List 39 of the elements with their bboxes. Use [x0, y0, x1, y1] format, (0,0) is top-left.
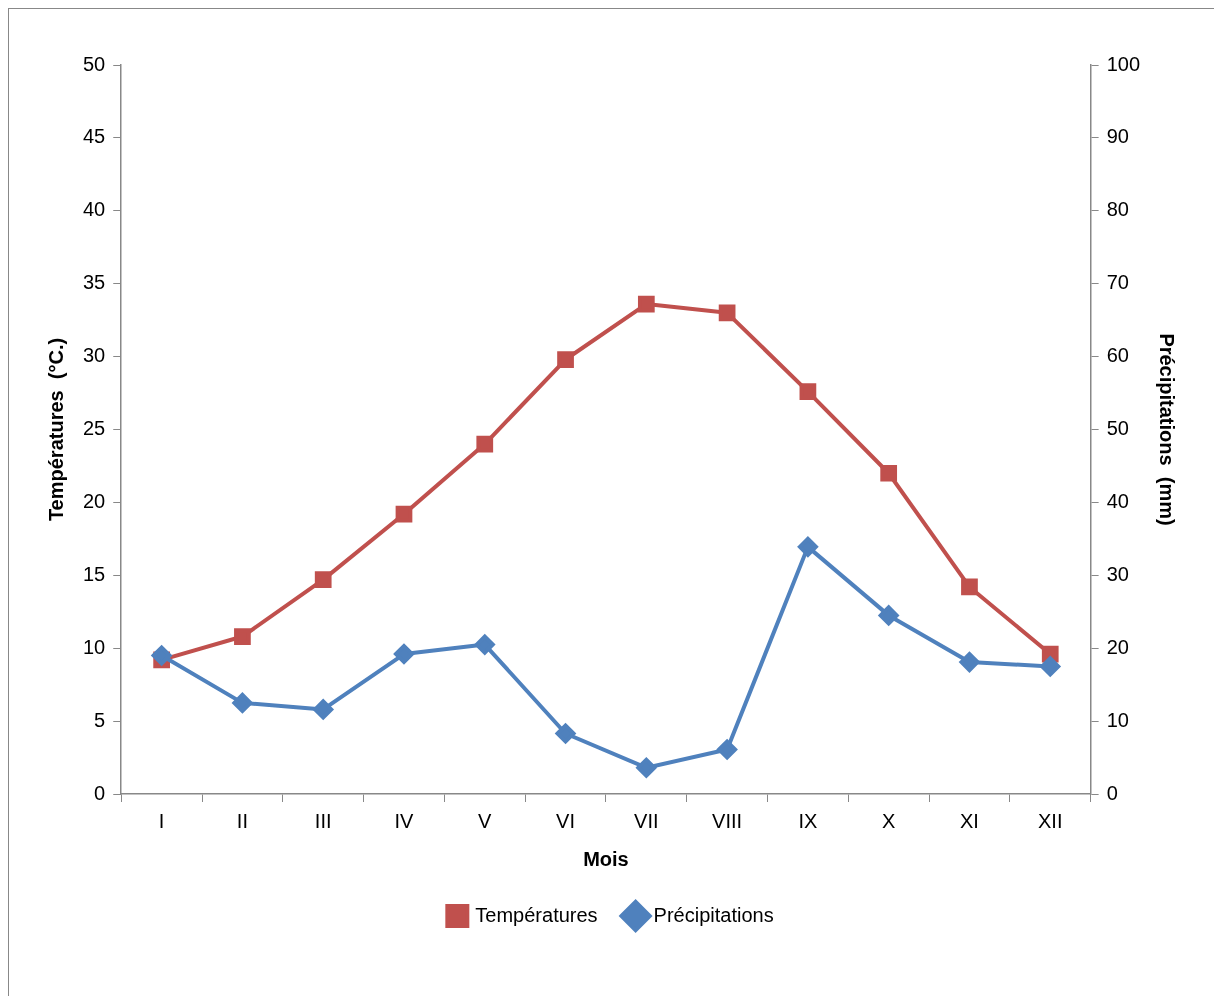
y-tick-label: 0: [94, 781, 106, 804]
y-tick-label: 25: [83, 417, 106, 440]
y2-tick-label: 60: [1106, 344, 1129, 367]
x-tick-label: IX: [798, 809, 818, 832]
y2-tick-label: 20: [1106, 635, 1129, 658]
x-tick-label: XII: [1038, 809, 1063, 832]
x-tick-label: XI: [960, 809, 979, 832]
y2-tick-label: 80: [1106, 198, 1129, 221]
y-tick-label: 35: [83, 271, 106, 294]
x-tick-label: II: [236, 809, 248, 832]
x-tick-label: VIII: [712, 809, 743, 832]
legend-label: Températures: [475, 903, 598, 926]
y-tick-label: 30: [83, 344, 106, 367]
y2-tick-label: 100: [1106, 52, 1141, 75]
y2-tick-label: 0: [1106, 781, 1118, 804]
x-tick-label: VII: [634, 809, 659, 832]
x-axis-title: Mois: [583, 847, 629, 870]
x-tick-label: III: [314, 809, 332, 832]
y-tick-label: 50: [83, 52, 106, 75]
y-tick-label: 20: [83, 489, 106, 512]
y2-tick-label: 40: [1106, 489, 1129, 512]
y-tick-label: 40: [83, 198, 106, 221]
x-tick-label: I: [158, 809, 165, 832]
y-axis-title: Températures (°C.): [44, 337, 67, 522]
legend-label: Précipitations: [653, 903, 774, 926]
x-tick-label: VI: [556, 809, 575, 832]
x-tick-label: IV: [394, 809, 415, 832]
y2-tick-label: 50: [1106, 417, 1129, 440]
y-tick-label: 10: [83, 635, 106, 658]
y2-tick-label: 90: [1106, 125, 1129, 148]
x-tick-label: X: [882, 809, 896, 832]
y-tick-label: 45: [83, 125, 106, 148]
x-tick-label: V: [478, 809, 493, 832]
y2-tick-label: 30: [1106, 562, 1129, 585]
y-tick-label: 15: [83, 562, 106, 585]
y-tick-label: 5: [94, 708, 106, 731]
y2-tick-label: 10: [1106, 708, 1129, 731]
y2-axis-title: Précipitations (mm): [1156, 333, 1179, 526]
y2-tick-label: 70: [1106, 271, 1129, 294]
